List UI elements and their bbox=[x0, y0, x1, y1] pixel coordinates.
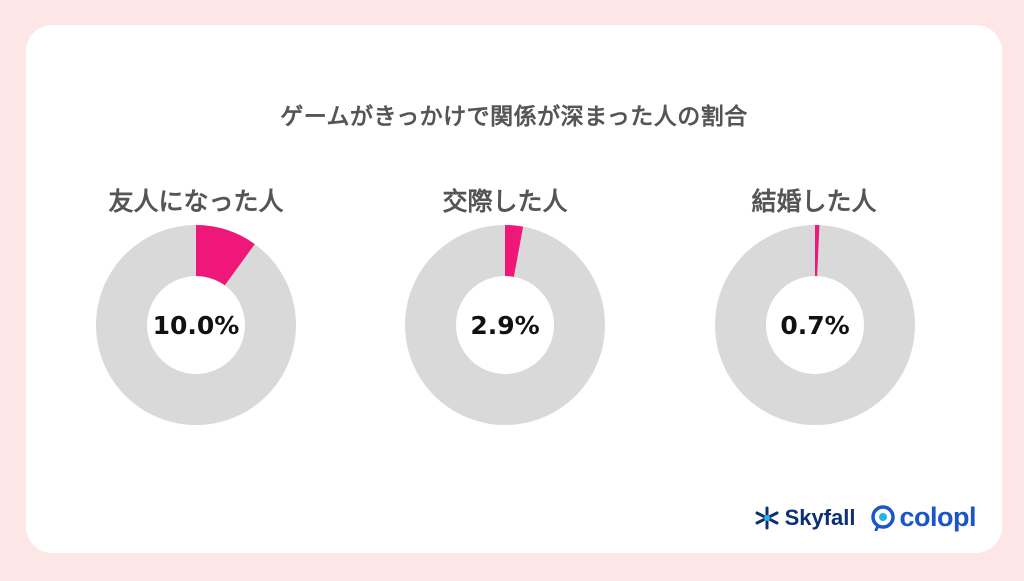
donut-value-label: 10.0% bbox=[153, 311, 240, 340]
donut-chart-marriage: 0.7% bbox=[715, 225, 915, 425]
donut-hole bbox=[147, 276, 245, 374]
skyfall-logo-icon bbox=[755, 506, 779, 529]
chart-label-friends: 友人になった人 bbox=[108, 187, 284, 216]
donut-value-label: 2.9% bbox=[470, 311, 539, 340]
chart-title: ゲームがきっかけで関係が深まった人の割合 bbox=[280, 104, 748, 130]
colopl-brand-name: colopl bbox=[899, 502, 977, 532]
colopl-logo-icon bbox=[870, 504, 895, 531]
chart-label-dating: 交際した人 bbox=[442, 187, 568, 216]
donut-chart-friends: 10.0% bbox=[96, 225, 296, 425]
colopl-brand: colopl bbox=[870, 502, 977, 533]
chart-card: ゲームがきっかけで関係が深まった人の割合 友人になった人 交際した人 結婚した人… bbox=[26, 25, 1002, 553]
skyfall-brand-name: Skyfall bbox=[784, 504, 856, 530]
donut-value-label: 0.7% bbox=[780, 311, 849, 340]
donut-hole bbox=[456, 276, 554, 374]
brand-logos: Skyfall colopl bbox=[753, 502, 976, 533]
donut-hole bbox=[766, 276, 864, 374]
skyfall-brand: Skyfall bbox=[753, 505, 856, 531]
donut-chart-dating: 2.9% bbox=[405, 225, 605, 425]
chart-label-marriage: 結婚した人 bbox=[751, 187, 877, 216]
